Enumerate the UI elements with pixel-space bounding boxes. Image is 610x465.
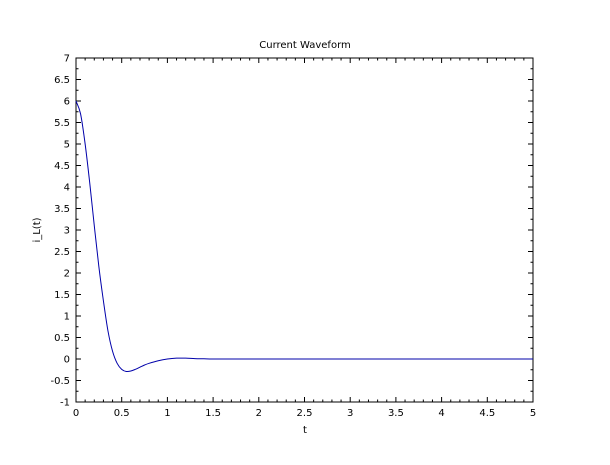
y-tick-label: 5	[64, 140, 70, 151]
chart-title: Current Waveform	[259, 40, 351, 51]
x-tick-label: 3	[347, 408, 353, 419]
x-tick-label: 0.5	[114, 408, 130, 419]
x-tick-label: 2	[256, 408, 262, 419]
y-tick-label: 2	[64, 269, 70, 280]
x-axis-label: t	[303, 425, 307, 436]
data-point	[94, 225, 95, 226]
y-tick-label: -0.5	[50, 376, 70, 387]
data-point	[350, 359, 351, 360]
data-point	[185, 358, 186, 359]
y-tick-label: 1	[64, 312, 70, 323]
x-tick-label: 0	[73, 408, 79, 419]
data-point	[304, 359, 305, 360]
y-tick-label: 3	[64, 226, 70, 237]
data-point	[89, 182, 90, 183]
data-point	[176, 358, 177, 359]
x-tick-label: 4	[438, 408, 444, 419]
data-point	[103, 300, 104, 301]
data-point	[117, 363, 118, 364]
y-tick-label: 0.5	[54, 333, 70, 344]
data-point	[235, 359, 236, 360]
y-tick-label: 6	[64, 97, 70, 108]
y-tick-label: 4	[64, 183, 70, 194]
data-point	[487, 359, 488, 360]
data-point	[441, 359, 442, 360]
data-point	[121, 369, 122, 370]
data-point	[85, 144, 86, 145]
data-point	[533, 359, 534, 360]
x-tick-label: 1	[164, 408, 170, 419]
data-point	[130, 371, 131, 372]
data-point	[126, 371, 127, 372]
x-tick-label: 3.5	[388, 408, 404, 419]
data-point	[144, 365, 145, 366]
data-point	[135, 369, 136, 370]
y-tick-label: 1.5	[54, 290, 70, 301]
y-tick-label: 6.5	[54, 75, 70, 86]
data-point	[98, 266, 99, 267]
data-point	[76, 101, 77, 102]
data-point	[112, 351, 113, 352]
y-axis-label: i_L(t)	[32, 217, 43, 242]
data-point	[80, 113, 81, 114]
data-point	[258, 359, 259, 360]
plot-frame	[75, 57, 534, 403]
x-axis: 0 0.5 1 1.5 2 2.5 3 3.5 4 4.5 5	[73, 58, 536, 419]
data-point	[167, 359, 168, 360]
y-tick-label: 0	[64, 355, 70, 366]
y-tick-label: 3.5	[54, 204, 70, 215]
x-tick-label: 2.5	[297, 408, 313, 419]
y-axis: -1 -0.5 0 0.5 1 1.5 2 2.5 3 3.5 4 4.5 5 5.5 6 6.5 7	[50, 54, 533, 409]
x-tick-label: 5	[530, 408, 536, 419]
y-tick-label: 7	[64, 54, 70, 65]
y-tick-label: 4.5	[54, 161, 70, 172]
data-point	[395, 359, 396, 360]
y-tick-label: 5.5	[54, 118, 70, 129]
data-point	[149, 363, 150, 364]
y-tick-label: 2.5	[54, 247, 70, 258]
y-tick-label: -1	[60, 398, 70, 409]
data-point	[107, 331, 108, 332]
data-point	[139, 367, 140, 368]
data-point	[203, 358, 204, 359]
x-tick-label: 4.5	[479, 408, 495, 419]
data-point	[213, 359, 214, 360]
data-point	[158, 360, 159, 361]
x-tick-label: 1.5	[205, 408, 221, 419]
series-line-0	[75, 100, 533, 373]
series-layer	[75, 100, 534, 373]
data-point	[194, 358, 195, 359]
